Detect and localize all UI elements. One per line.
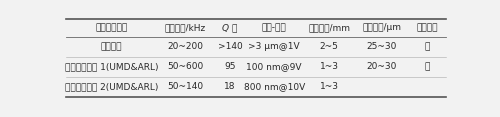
Text: 微马达执行器: 微马达执行器: [96, 23, 128, 32]
Text: 20~30: 20~30: [366, 62, 397, 71]
Text: 2~5: 2~5: [320, 42, 338, 51]
Text: 1~3: 1~3: [320, 62, 338, 71]
Text: Q 值: Q 值: [222, 23, 238, 32]
Text: 100 nm@9V: 100 nm@9V: [246, 62, 302, 71]
Text: 位移-电压: 位移-电压: [262, 23, 286, 32]
Text: 25~30: 25~30: [366, 42, 397, 51]
Text: 50~600: 50~600: [168, 62, 203, 71]
Text: >3 μm@1V: >3 μm@1V: [248, 42, 300, 51]
Text: 800 nm@10V: 800 nm@10V: [244, 82, 305, 91]
Text: 18: 18: [224, 82, 235, 91]
Text: 20~200: 20~200: [168, 42, 203, 51]
Text: 谐振频率/kHz: 谐振频率/kHz: [165, 23, 206, 32]
Text: 1~3: 1~3: [320, 82, 338, 91]
Text: >140: >140: [218, 42, 242, 51]
Text: 95: 95: [224, 62, 235, 71]
Text: 50~140: 50~140: [168, 82, 203, 91]
Text: 能: 能: [424, 42, 430, 51]
Text: 否: 否: [424, 62, 430, 71]
Text: 定子厚度/μm: 定子厚度/μm: [362, 23, 402, 32]
Text: 圆盘直径/mm: 圆盘直径/mm: [308, 23, 350, 32]
Text: 能否集成: 能否集成: [416, 23, 438, 32]
Text: 国际最新进展 2(UMD&ARL): 国际最新进展 2(UMD&ARL): [65, 82, 158, 91]
Text: 自研芯片: 自研芯片: [101, 42, 122, 51]
Text: 国际最新进展 1(UMD&ARL): 国际最新进展 1(UMD&ARL): [65, 62, 158, 71]
